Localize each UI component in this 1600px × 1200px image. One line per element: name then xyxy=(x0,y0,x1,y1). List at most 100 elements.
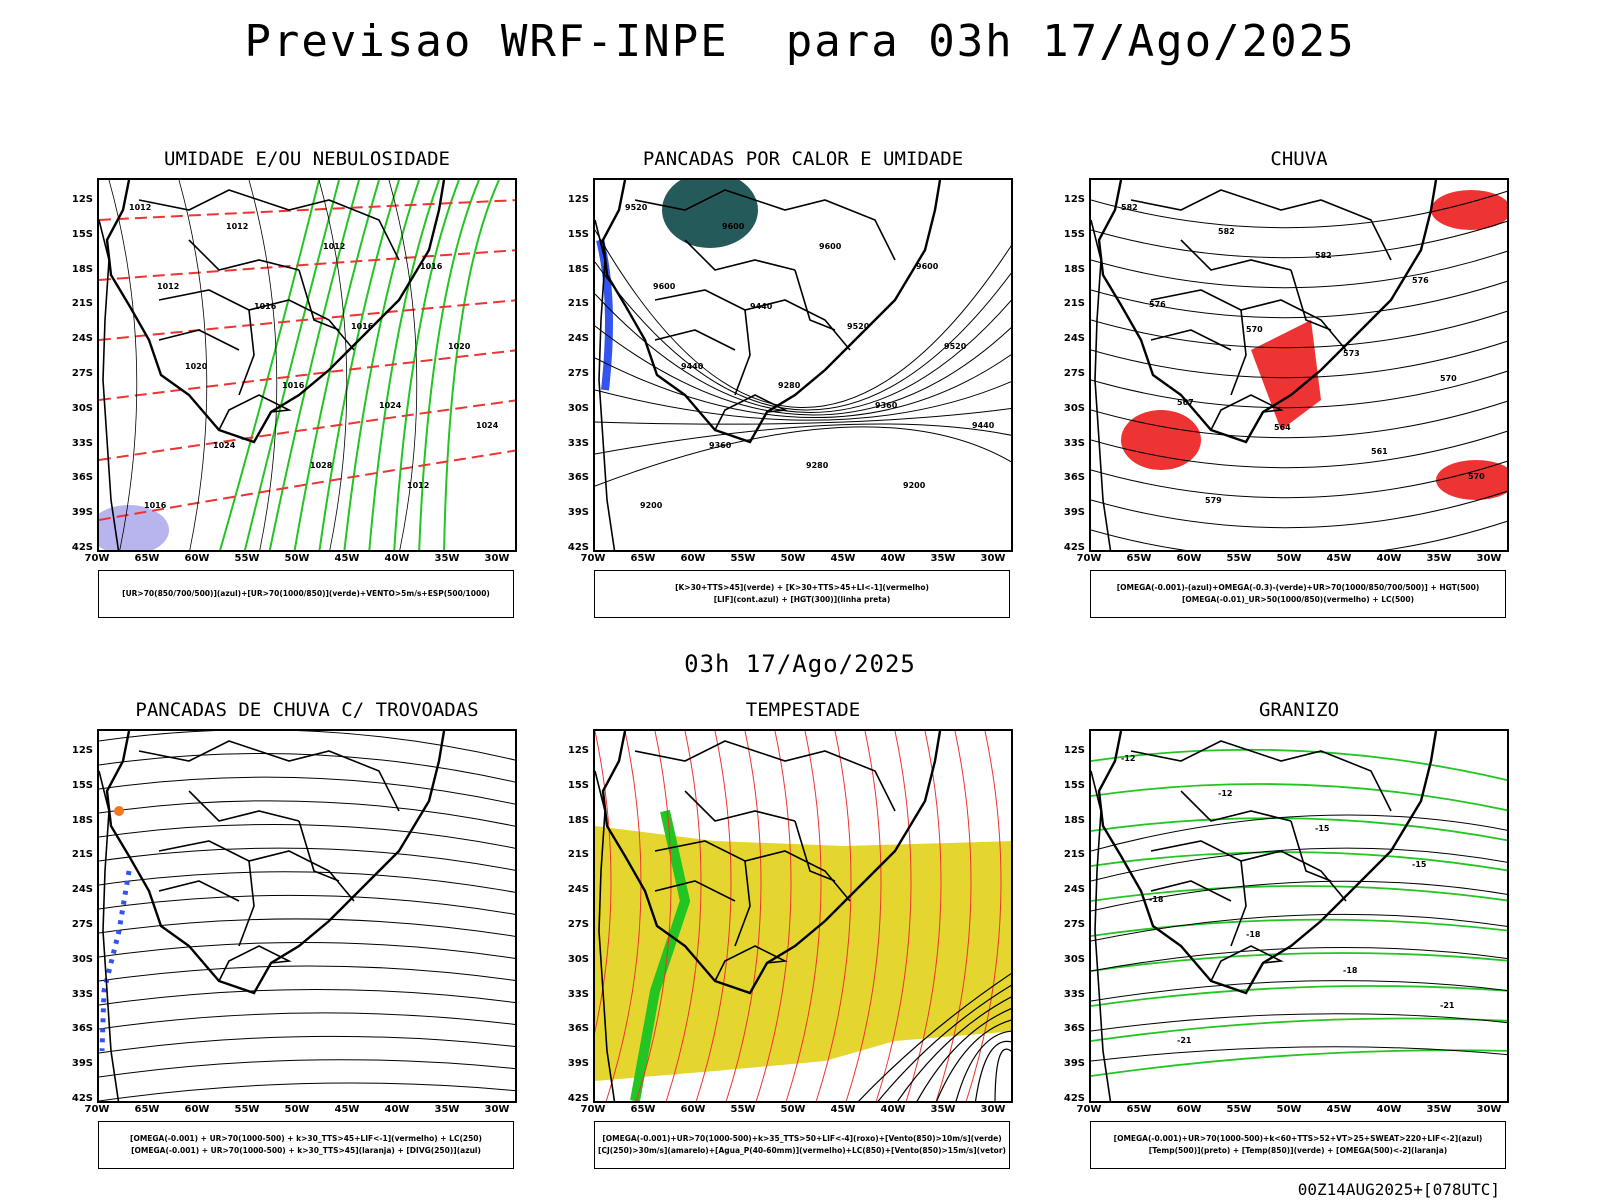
lon-label: 30W xyxy=(980,1104,1006,1115)
lat-label: 27S xyxy=(1063,368,1085,379)
lat-label: 30S xyxy=(567,402,589,414)
lon-label: 35W xyxy=(930,553,956,564)
lon-label: 65W xyxy=(134,1104,160,1115)
lon-label: 65W xyxy=(1126,553,1152,564)
lon-label: 45W xyxy=(1326,553,1352,564)
lon-label: 35W xyxy=(434,1104,460,1115)
legend-line: [OMEGA(-0.001) + UR>70(1000-500) + k>30_… xyxy=(131,1146,481,1155)
lat-label: 39S xyxy=(567,1058,589,1070)
lat-label: 15S xyxy=(71,779,93,791)
legend-line: [UR>70(850/700/500)](azul)+[UR>70(1000/8… xyxy=(122,589,490,598)
lat-label: 15S xyxy=(567,228,589,240)
lat-label: 39S xyxy=(71,507,93,519)
lon-label: 40W xyxy=(1376,1104,1402,1115)
panel-title-pancadas-calor: PANCADAS POR CALOR E UMIDADE xyxy=(642,148,964,170)
lat-label: 36S xyxy=(567,472,589,484)
lat-label: 21S xyxy=(567,849,589,861)
lat-label: 30S xyxy=(1063,953,1085,965)
lat-label: 12S xyxy=(1063,194,1085,205)
contour-label: 9200 xyxy=(903,481,926,490)
lon-label: 70W xyxy=(580,553,606,564)
lon-label: 40W xyxy=(880,1104,906,1115)
lat-label: 18S xyxy=(1063,263,1085,275)
lon-label: 55W xyxy=(234,1104,260,1115)
lon-label: 55W xyxy=(730,1104,756,1115)
contour-label: 1028 xyxy=(310,461,333,470)
lat-label: 24S xyxy=(1063,884,1085,896)
contour-label: 576 xyxy=(1412,276,1429,285)
lat-label: 12S xyxy=(567,194,589,205)
contour-label: 1012 xyxy=(407,481,429,490)
lat-label: 21S xyxy=(1063,849,1085,861)
lon-label: 70W xyxy=(1076,553,1102,564)
legend-line: [CJ(250)>30m/s](amarelo)+[Agua_P(40-60mm… xyxy=(598,1146,1006,1155)
lon-label: 55W xyxy=(1226,553,1252,564)
lat-label: 27S xyxy=(71,919,93,930)
contour-label: -15 xyxy=(1315,824,1330,833)
contour-label: 1016 xyxy=(254,302,277,311)
lat-label: 15S xyxy=(1063,779,1085,791)
contour-label: 9600 xyxy=(653,282,676,291)
map-umidade: 1012 1012 1012 1016 1012 1016 1016 1020 1020 1016… xyxy=(97,178,517,552)
run-footer: 00Z14AUG2025+[078UTC] xyxy=(1297,1180,1500,1199)
contour-label: 9520 xyxy=(847,322,870,331)
lon-label: 65W xyxy=(134,553,160,564)
contour-label: -21 xyxy=(1177,1036,1192,1045)
contour-label: 1016 xyxy=(351,322,374,331)
lat-label: 12S xyxy=(1063,745,1085,756)
lat-label: 24S xyxy=(71,333,93,345)
lon-label: 45W xyxy=(334,553,360,564)
lat-label: 18S xyxy=(567,263,589,275)
lat-label: 30S xyxy=(567,953,589,965)
lat-label: 18S xyxy=(1063,814,1085,826)
lat-label: 21S xyxy=(71,849,93,861)
lon-label: 30W xyxy=(1476,1104,1502,1115)
lon-label: 30W xyxy=(484,1104,510,1115)
contour-label: 582 xyxy=(1218,227,1235,236)
lat-label: 42S xyxy=(1063,1093,1085,1104)
map-canvas-chuva: 582 582 582 576 576 570 573 570 567 564 561 570 579 xyxy=(1091,180,1507,550)
legend-line: [OMEGA(-0.01)_UR>50(1000/850)(vermelho) … xyxy=(1181,595,1415,604)
contour-label: 9360 xyxy=(709,441,732,450)
contour-label: 9600 xyxy=(722,222,745,231)
lat-label: 39S xyxy=(1063,507,1085,519)
lon-label: 60W xyxy=(680,1104,706,1115)
contour-label: 9280 xyxy=(806,461,829,470)
lat-label: 12S xyxy=(71,194,93,205)
map-canvas-pancadas-calor: 9520 9600 9600 9600 9600 9440 9520 9520 9440 9280… xyxy=(595,180,1011,550)
lat-label: 18S xyxy=(71,263,93,275)
contour-label: -15 xyxy=(1412,860,1427,869)
contour-label: 9440 xyxy=(750,302,773,311)
lat-label: 30S xyxy=(1063,402,1085,414)
map-canvas-pancadas-trovoadas xyxy=(99,731,515,1101)
contour-label: 1012 xyxy=(323,242,345,251)
lat-label: 42S xyxy=(567,542,589,553)
panel-title-pancadas-trovoadas: PANCADAS DE CHUVA C/ TROVOADAS xyxy=(135,699,479,721)
contour-label: 1020 xyxy=(185,362,208,371)
lon-label: 45W xyxy=(334,1104,360,1115)
lat-label: 36S xyxy=(71,472,93,484)
contour-label: 9600 xyxy=(819,242,842,251)
contour-label: 570 xyxy=(1246,325,1263,334)
lon-label: 35W xyxy=(1426,553,1452,564)
lat-label: 24S xyxy=(567,333,589,345)
contour-label: 582 xyxy=(1121,203,1138,212)
contour-label: 564 xyxy=(1274,423,1291,432)
lat-label: 30S xyxy=(71,953,93,965)
contour-label: 9200 xyxy=(640,501,663,510)
contour-label: -12 xyxy=(1218,789,1232,798)
lon-label: 50W xyxy=(284,1104,310,1115)
lon-label: 60W xyxy=(184,1104,210,1115)
legend-line: [OMEGA(-0.001) + UR>70(1000-500) + k>30_… xyxy=(130,1134,482,1143)
lon-label: 50W xyxy=(284,553,310,564)
lat-label: 42S xyxy=(1063,542,1085,553)
map-canvas-granizo: -12 -12 -15 -15 -18 -18 -18 -21 -21 xyxy=(1091,731,1507,1101)
lat-label: 27S xyxy=(567,919,589,930)
contour-label: 1024 xyxy=(379,401,402,410)
contour-label: 573 xyxy=(1343,349,1360,358)
lon-label: 45W xyxy=(1326,1104,1352,1115)
lon-label: 30W xyxy=(484,553,510,564)
lat-label: 27S xyxy=(71,368,93,379)
lat-label: 33S xyxy=(567,437,589,449)
lon-label: 50W xyxy=(1276,553,1302,564)
